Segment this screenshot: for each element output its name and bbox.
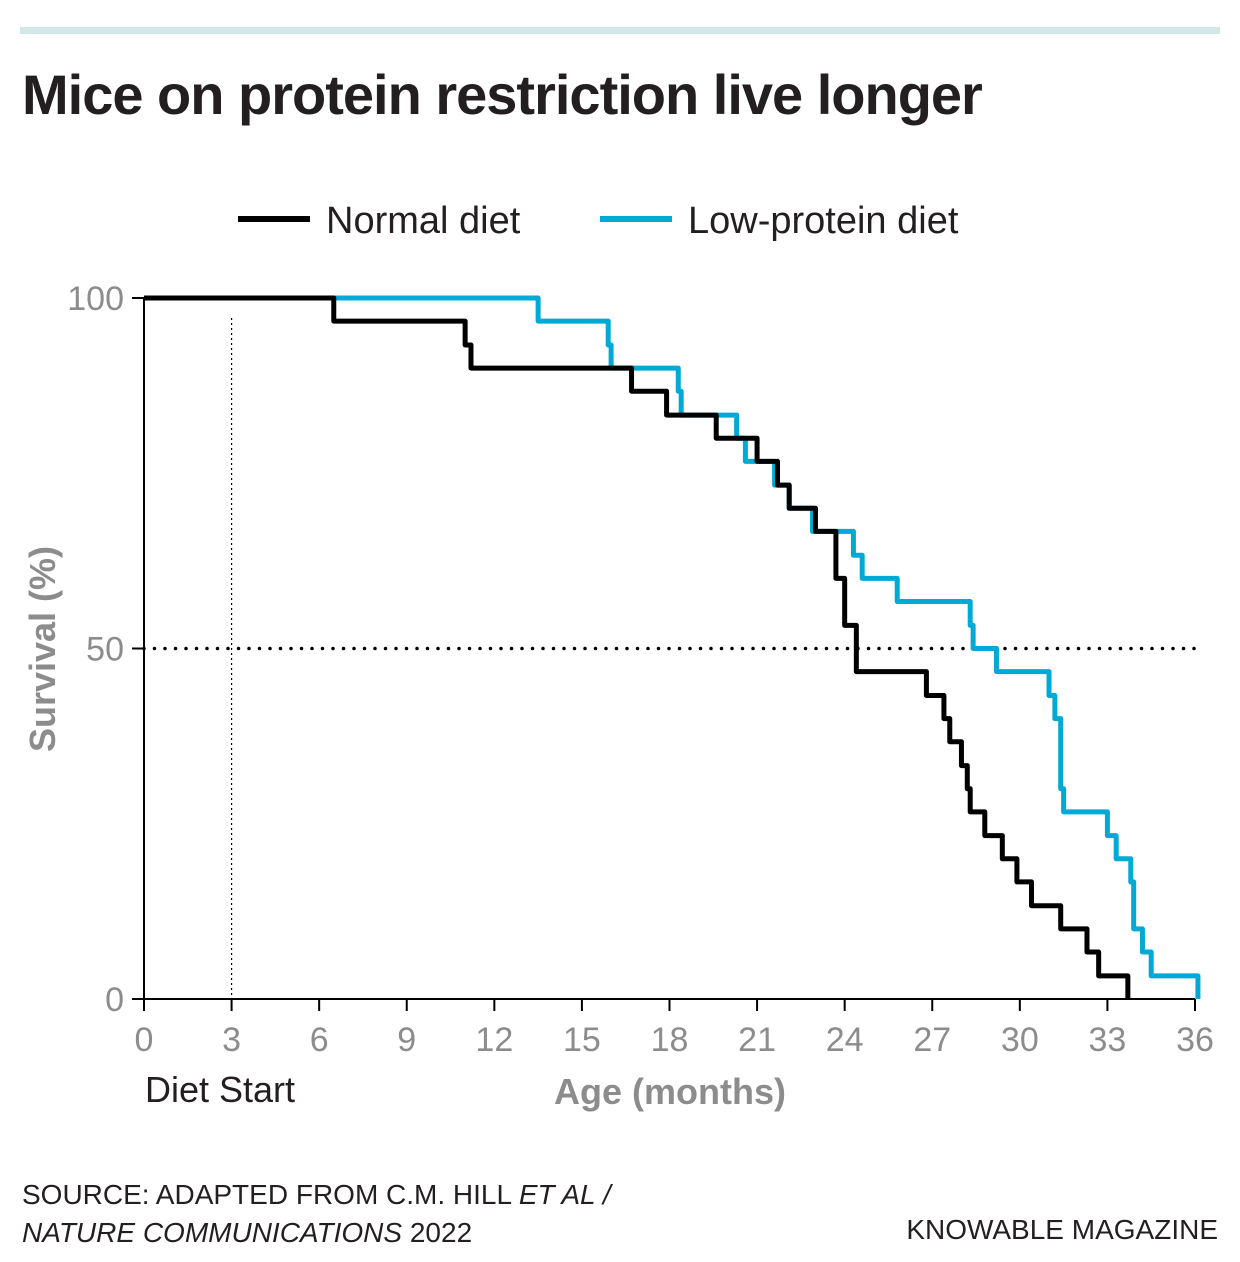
legend-label: Normal diet xyxy=(326,200,521,242)
x-tick-label: 21 xyxy=(738,1021,776,1059)
x-tick-label: 6 xyxy=(310,1021,329,1059)
legend-label: Low-protein diet xyxy=(688,200,959,242)
x-tick-label: 15 xyxy=(563,1021,601,1059)
y-tick-label: 0 xyxy=(105,981,124,1019)
x-tick-label: 9 xyxy=(397,1021,416,1059)
x-axis-label: Age (months) xyxy=(554,1071,786,1112)
x-tick-label: 0 xyxy=(135,1021,154,1059)
source-journal: NATURE COMMUNICATIONS xyxy=(22,1217,403,1248)
source-note: SOURCE: ADAPTED FROM C.M. HILL ET AL / N… xyxy=(22,1176,611,1252)
chart-title: Mice on protein restriction live longer xyxy=(22,63,983,126)
y-axis-label: Survival (%) xyxy=(22,546,63,752)
x-tick-label: 30 xyxy=(1001,1021,1039,1059)
x-tick-label: 27 xyxy=(913,1021,951,1059)
y-tick-label: 50 xyxy=(86,631,124,669)
source-text: SOURCE: ADAPTED FROM C.M. HILL xyxy=(22,1179,519,1210)
brand-credit: KNOWABLE MAGAZINE xyxy=(906,1214,1218,1245)
x-tick-label: 18 xyxy=(651,1021,689,1059)
x-tick-label: 24 xyxy=(826,1021,864,1059)
x-tick-label: 3 xyxy=(222,1021,241,1059)
source-etal: ET AL / xyxy=(518,1179,611,1210)
diet-start-label: Diet Start xyxy=(145,1069,295,1110)
x-tick-label: 36 xyxy=(1176,1021,1214,1059)
top-rule xyxy=(20,27,1220,34)
series-line-low-protein-diet xyxy=(144,295,1201,999)
x-tick-label: 33 xyxy=(1089,1021,1127,1059)
y-tick-label: 100 xyxy=(67,280,124,318)
series-line-normal-diet xyxy=(144,295,1131,999)
x-tick-label: 12 xyxy=(475,1021,513,1059)
source-year: 2022 xyxy=(402,1217,473,1248)
